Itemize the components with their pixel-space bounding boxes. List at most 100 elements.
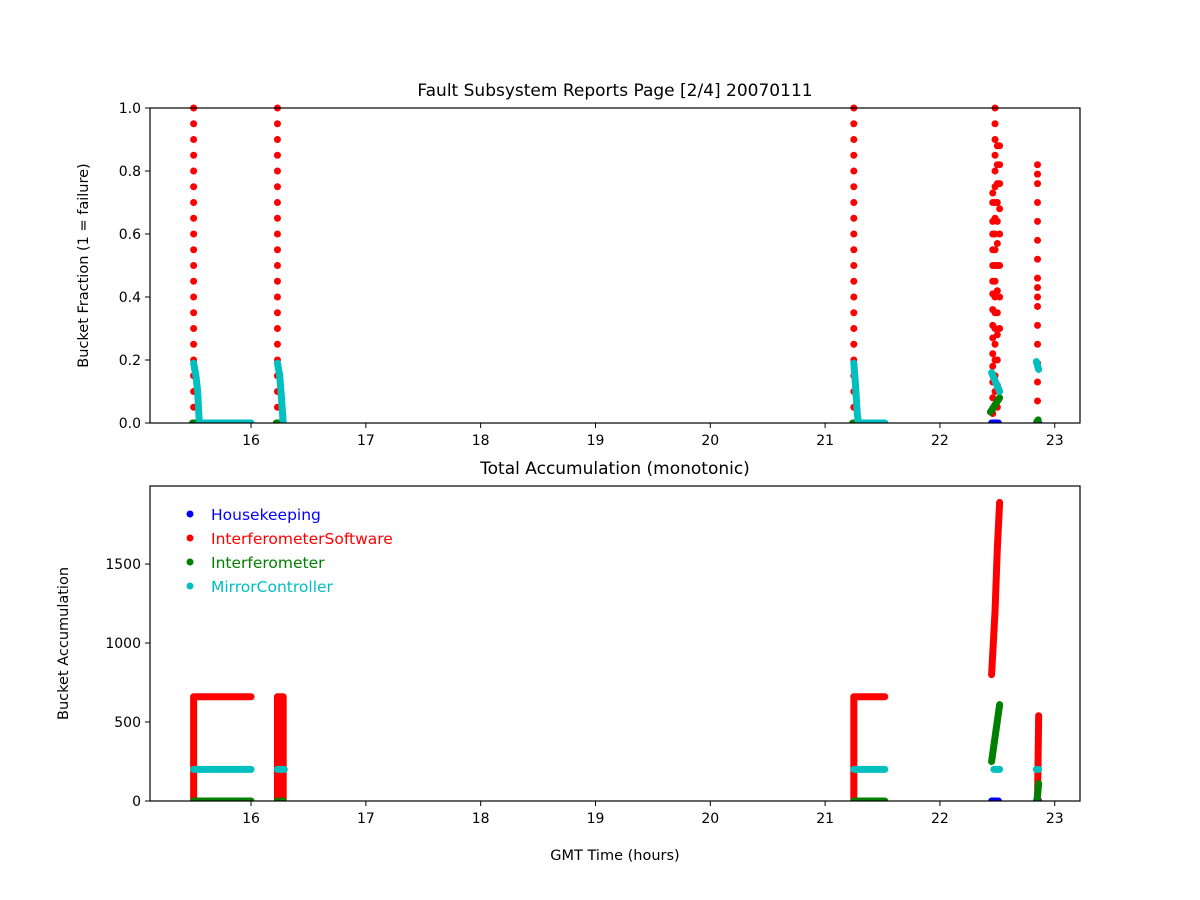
plot-area [188,104,1043,423]
data-run [1033,780,1043,801]
x-tick-label: 21 [816,433,834,449]
data-point [190,151,198,159]
y-tick-label: 0.8 [119,164,141,180]
data-point [190,136,198,143]
data-point [273,167,281,175]
data-run [190,359,255,423]
legend-label: Interferometer [211,554,325,572]
data-point [190,214,198,222]
y-tick-label: 0 [132,794,141,810]
data-run [988,701,1004,766]
data-point [989,362,997,370]
data-point [850,309,858,317]
series-Interferometer [188,394,1042,423]
data-point [273,293,281,301]
data-point [273,309,281,317]
legend-marker [186,582,194,590]
data-run [1033,416,1042,423]
data-point [190,309,198,317]
y-tick-label: 1500 [105,557,141,573]
data-run [850,359,889,423]
data-run [190,693,255,801]
series-MirrorController [190,358,1043,423]
data-point [993,287,1001,295]
data-run [988,498,1004,679]
data-point [991,246,999,254]
data-point [1034,217,1042,225]
data-point [991,277,999,285]
data-point [190,293,198,301]
data-run [850,693,889,801]
data-point [850,230,858,238]
x-tick-label: 20 [701,811,719,827]
data-point [1034,321,1042,329]
x-tick-label: 18 [472,811,490,827]
x-tick-label: 19 [587,433,605,449]
data-point [996,180,1004,188]
data-point [850,151,858,159]
legend-marker [186,558,194,566]
axes-frame [149,107,1081,424]
data-point [850,325,858,332]
data-point [273,183,281,191]
series-Interferometer [190,701,1043,801]
data-point [850,136,858,143]
legend-marker [186,510,194,518]
x-tick-label: 22 [931,811,949,827]
data-point [190,325,198,332]
y-tick-label: 500 [114,715,141,731]
data-point [190,340,198,348]
data-point [1034,170,1042,178]
data-point [190,262,198,269]
data-point [993,217,1001,225]
data-point [989,189,997,197]
x-tick-label: 18 [472,433,490,449]
data-point [991,120,999,128]
data-point [850,167,858,175]
data-point [996,293,1004,301]
data-point [1034,284,1042,292]
data-point [1034,161,1042,169]
panel-2: 16 17 18 19 20 21 22 23 0 500 1000 1500 Total Accumu… [56,459,1081,864]
x-tick-label: 19 [587,811,605,827]
data-point [273,120,281,128]
data-point [190,120,198,128]
y-tick-label: 1000 [105,636,141,652]
y-axis-label: Bucket Fraction (1 = failure) [76,163,92,367]
data-point [991,151,999,159]
data-run [273,693,287,801]
x-tick-label: 16 [242,433,260,449]
data-point [989,350,997,358]
data-point [190,246,198,254]
data-point [1034,302,1042,310]
legend-label: MirrorController [211,578,334,596]
data-point [1034,236,1042,244]
data-point [993,331,1001,339]
y-tick-label: 0.0 [119,416,141,432]
legend-label: Housekeeping [211,506,321,524]
y-tick-label: 0.2 [119,353,141,369]
data-point [1034,255,1042,263]
data-point [190,277,198,285]
data-run [1032,358,1043,373]
x-axis-label: GMT Time (hours) [550,848,679,864]
data-point [1034,274,1042,282]
data-point [1034,293,1042,301]
data-point [273,230,281,238]
x-tick-label: 21 [816,811,834,827]
data-point [850,214,858,222]
x-tick-label: 17 [357,433,375,449]
data-point [1034,340,1042,348]
x-tick-label: 17 [357,811,375,827]
data-point [996,230,1004,238]
data-run [986,394,1004,416]
data-run [988,369,1004,395]
y-tick-label: 1.0 [119,101,141,117]
data-point [273,277,281,285]
data-point [996,142,1004,150]
data-point [991,136,999,143]
y-tick-label: 0.4 [119,290,141,306]
chart-title: Total Accumulation (monotonic) [479,459,750,479]
data-point [993,356,1001,364]
